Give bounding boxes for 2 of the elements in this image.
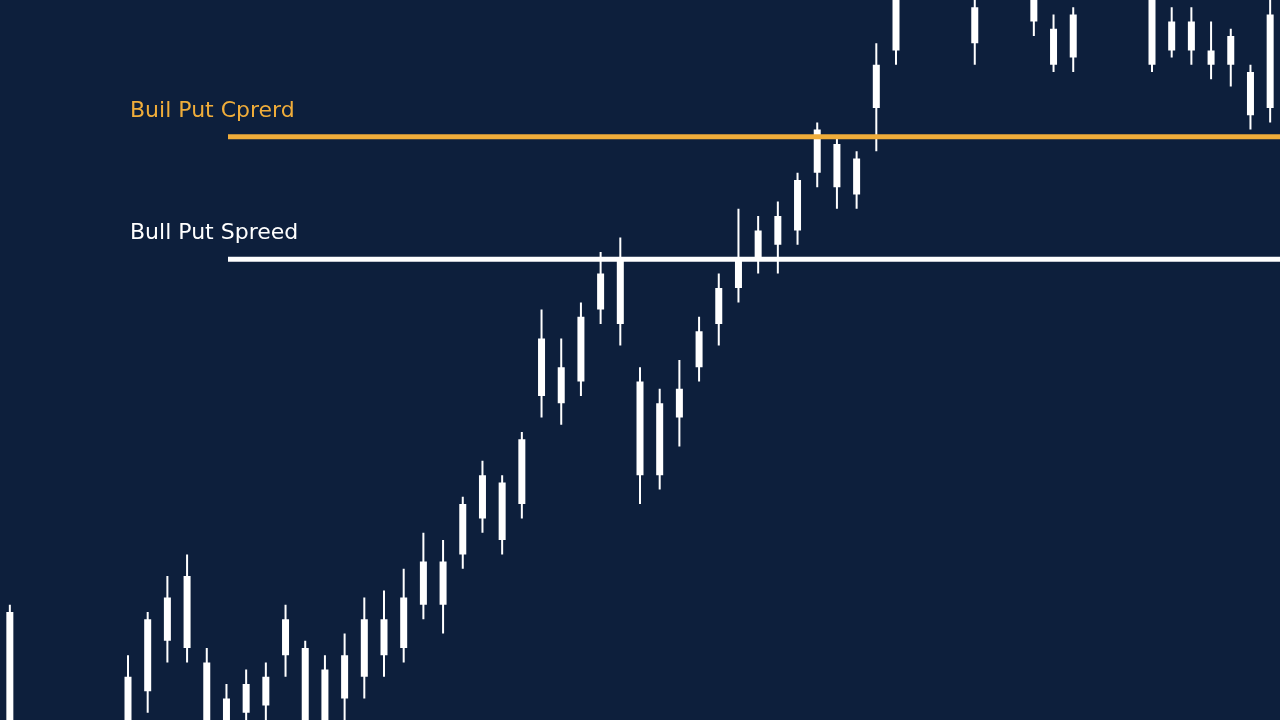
ref-line-label: Buil Put Cprerd	[130, 96, 295, 122]
ref-line-label: Bull Put Spreed	[130, 219, 299, 245]
